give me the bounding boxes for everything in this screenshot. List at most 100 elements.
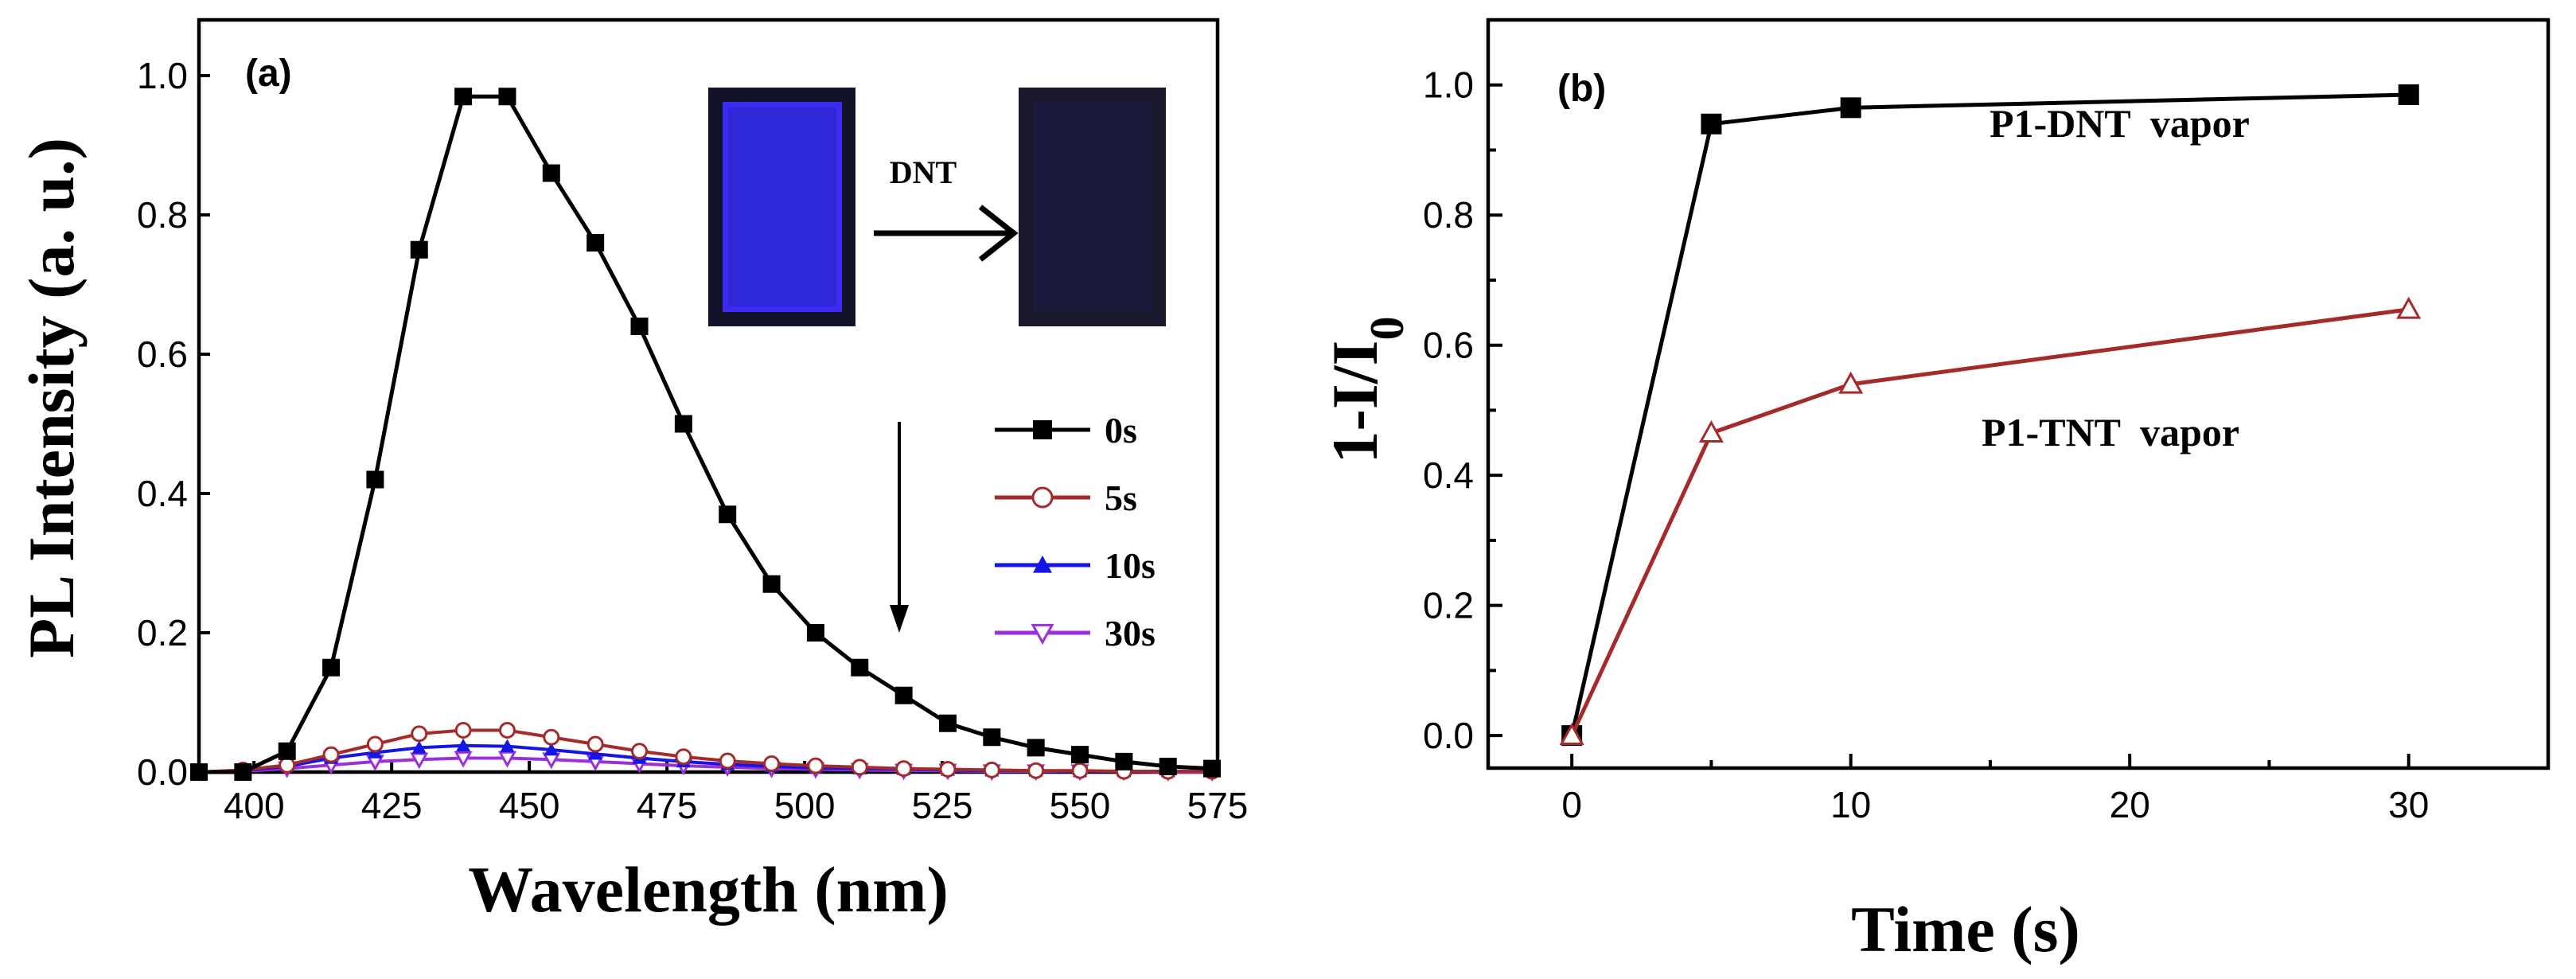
data-point	[190, 763, 208, 781]
legend-label: 5s	[1105, 478, 1137, 518]
x-tick-label: 425	[361, 785, 423, 826]
x-tick-label: 20	[2110, 784, 2150, 825]
data-point	[497, 751, 517, 768]
data-point	[851, 759, 868, 776]
data-point	[587, 234, 605, 252]
inset-photo-after	[1019, 88, 1166, 326]
panel-a-x-axis-title: Wavelength (nm)	[468, 853, 949, 926]
inset-photo-before	[708, 88, 855, 326]
data-point	[1698, 419, 1724, 443]
data-point	[1701, 113, 1722, 135]
data-point	[938, 714, 957, 732]
panel-a-label: (a)	[245, 53, 292, 95]
series-line	[1569, 307, 2410, 737]
data-point	[763, 755, 781, 772]
legend-entry: 5s	[995, 478, 1137, 518]
data-point	[279, 756, 296, 774]
data-point	[500, 739, 515, 752]
decrease-arrow-icon	[890, 422, 909, 633]
legend-entry: 0s	[995, 410, 1137, 450]
data-point	[410, 240, 428, 259]
x-tick-label: 30	[2388, 784, 2429, 825]
data-point	[498, 722, 516, 739]
y-tick-label: 1.0	[137, 55, 188, 96]
data-point	[1027, 739, 1045, 757]
data-point	[1159, 758, 1177, 775]
x-tick-label: 475	[637, 785, 698, 826]
series-P1-TNT-vapor	[1559, 296, 2422, 746]
panel-b-ticks: 0 10 20 30 0.0 0.2 0.4 0.6 0.8 1.0	[1423, 18, 2429, 825]
data-point	[366, 735, 384, 753]
data-point	[983, 728, 1001, 747]
data-point	[719, 505, 737, 524]
data-point	[544, 743, 559, 756]
legend-entry: 10s	[995, 545, 1155, 586]
panel-a: (a) 400 425 450 475 500 525 550 575 0.0 0.2 0.4 0.6…	[15, 18, 1249, 926]
data-point	[454, 722, 472, 739]
inset-dnt-label: DNT	[890, 154, 957, 190]
y-tick-label: 0.4	[137, 473, 188, 514]
x-tick-label: 575	[1187, 785, 1249, 826]
data-point	[806, 624, 824, 642]
panel-b-frame	[1486, 18, 2551, 770]
x-tick-label: 10	[1830, 784, 1871, 825]
x-tick-label: 450	[499, 785, 560, 826]
panel-a-y-axis-title: PL Intensity (a. u.)	[15, 138, 88, 658]
panel-a-frame	[197, 18, 1220, 774]
data-point	[762, 575, 781, 593]
series-0s	[190, 88, 1222, 781]
data-point	[939, 761, 957, 778]
panel-b-label: (b)	[1557, 68, 1606, 110]
series-label-p1-tnt: P1-TNT vapor	[1982, 410, 2239, 454]
legend-label: 10s	[1105, 545, 1155, 586]
data-point	[454, 751, 473, 768]
data-point	[587, 735, 604, 753]
legend-label: 30s	[1105, 613, 1155, 653]
legend-marker	[1031, 623, 1054, 646]
x-tick-label: 0	[1561, 784, 1582, 825]
series-label-p1-dnt: P1-DNT vapor	[1989, 101, 2250, 146]
y-tick-label: 0.8	[1423, 194, 1474, 236]
data-point	[895, 760, 913, 778]
data-point	[983, 761, 1000, 778]
data-point	[588, 747, 603, 760]
legend-marker	[1033, 556, 1052, 573]
svg-text:1-I/I0: 1-I/I0	[1319, 317, 1413, 464]
data-point	[1115, 752, 1133, 770]
data-point	[675, 748, 692, 766]
panel-b-series	[1559, 84, 2422, 747]
panel-a-legend: 0s 5s 10s 30s	[995, 410, 1155, 653]
x-tick-label: 550	[1050, 785, 1111, 826]
data-point	[411, 725, 428, 743]
data-point	[542, 164, 560, 182]
series-line	[1569, 92, 2409, 736]
data-point	[410, 752, 429, 770]
data-point	[1559, 723, 1584, 746]
data-point	[1838, 371, 1864, 394]
data-point	[2396, 296, 2422, 319]
data-point	[366, 470, 384, 489]
data-point	[1840, 97, 1861, 119]
data-point	[807, 757, 824, 774]
legend-marker	[1031, 486, 1054, 509]
data-point	[2398, 84, 2419, 105]
data-point	[719, 752, 736, 770]
legend-label: 0s	[1105, 410, 1137, 450]
data-point	[674, 415, 692, 433]
x-tick-label: 525	[912, 785, 973, 826]
data-point	[1071, 746, 1089, 764]
y-tick-label: 0.2	[137, 612, 188, 653]
panel-b-y-axis-title: 1-I/I0	[1319, 317, 1413, 464]
inset-arrow-icon	[874, 205, 1019, 262]
data-point	[1071, 762, 1089, 779]
panel-b-x-axis-title: Time (s)	[1851, 893, 2080, 965]
data-point	[1203, 759, 1222, 778]
series-5s	[190, 722, 1221, 781]
data-point	[411, 740, 427, 754]
legend-marker	[1033, 420, 1052, 439]
y-tick-label: 1.0	[1423, 64, 1474, 106]
panel-b: (b) 0 10 20 30 0.0 0.2 0.4 0.6 0.8 1.0 Time (s) 1…	[1319, 18, 2551, 965]
data-point	[234, 763, 252, 781]
data-point	[630, 318, 649, 335]
